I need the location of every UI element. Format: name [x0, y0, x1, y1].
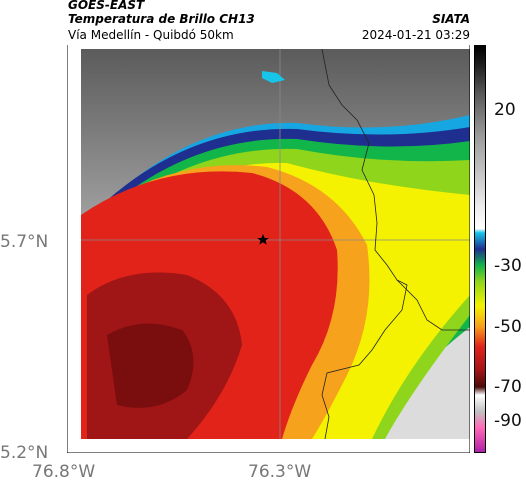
brightness-temperature-map	[67, 45, 470, 453]
colorbar-tick-label: 20	[494, 100, 516, 120]
satellite-name: GOES-EAST	[68, 0, 145, 12]
route-subtitle: Vía Medellín - Quibdó 50km	[68, 28, 234, 42]
source-label: SIATA	[432, 12, 470, 26]
lat-tick-label: 5.7°N	[0, 232, 49, 252]
colorbar-tick-label: -50	[494, 317, 522, 337]
product-title: Temperatura de Brillo CH13	[68, 12, 255, 26]
lat-tick-label: 5.2°N	[0, 443, 49, 463]
star-icon	[257, 234, 269, 245]
department-border	[396, 279, 470, 331]
lon-tick-label: 76.8°W	[32, 462, 96, 482]
colorbar-tick-label: -70	[494, 377, 522, 397]
colorbar-tick-label: -30	[494, 256, 522, 276]
timestamp-label: 2024-01-21 03:29	[361, 28, 470, 42]
temperature-colorbar	[474, 45, 486, 453]
lon-tick-label: 76.3°W	[248, 462, 312, 482]
country-border	[321, 49, 408, 439]
colorbar-tick-label: -90	[494, 411, 522, 431]
